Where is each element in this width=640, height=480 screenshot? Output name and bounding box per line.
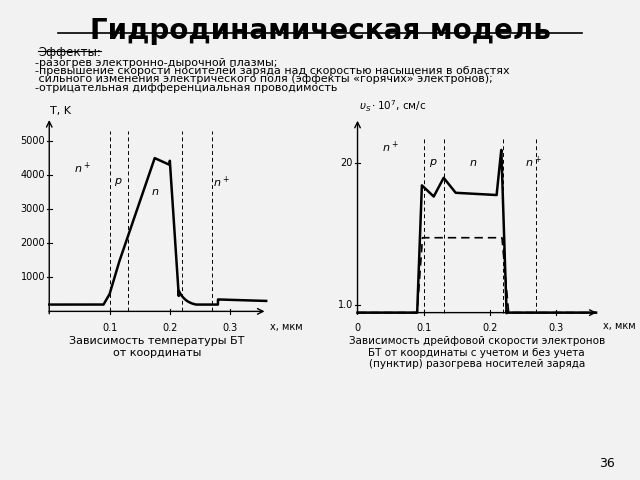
Text: 0: 0 <box>355 323 360 333</box>
Text: -отрицательная дифференциальная проводимость: -отрицательная дифференциальная проводим… <box>35 83 337 93</box>
Text: 5000: 5000 <box>20 136 45 146</box>
Text: -превышение скорости носителей заряда над скоростью насыщения в областях: -превышение скорости носителей заряда на… <box>35 66 510 76</box>
Text: сильного изменения электрического поля (эффекты «горячих» электронов);: сильного изменения электрического поля (… <box>35 74 493 84</box>
Text: 20: 20 <box>340 158 353 168</box>
Text: $\upsilon_S \cdot 10^7$, см/с: $\upsilon_S \cdot 10^7$, см/с <box>359 98 426 114</box>
Text: 0.2: 0.2 <box>483 323 498 333</box>
Text: Эффекты:: Эффекты: <box>38 46 101 59</box>
Text: $\mathit{n}^+$: $\mathit{n}^+$ <box>74 161 91 176</box>
Text: x, мкм: x, мкм <box>603 321 636 331</box>
Text: $\mathit{p}$: $\mathit{p}$ <box>115 176 123 188</box>
Text: -разогрев электронно-дырочной плазмы;: -разогрев электронно-дырочной плазмы; <box>35 58 278 68</box>
Text: 0.2: 0.2 <box>162 324 177 333</box>
Text: 1.0: 1.0 <box>338 300 353 310</box>
Text: Зависимость дрейфовой скорости электронов
БТ от координаты с учетом и без учета
: Зависимость дрейфовой скорости электроно… <box>349 336 605 369</box>
Text: 4000: 4000 <box>20 170 45 180</box>
Text: 3000: 3000 <box>20 204 45 214</box>
Text: 2000: 2000 <box>20 238 45 248</box>
Text: $\mathit{n}^+$: $\mathit{n}^+$ <box>382 140 399 156</box>
Text: 0.1: 0.1 <box>102 324 117 333</box>
Text: 0.3: 0.3 <box>222 324 237 333</box>
Text: T, K: T, K <box>51 106 72 116</box>
Text: $\mathit{n}^+$: $\mathit{n}^+$ <box>525 155 541 170</box>
Text: Зависимость температуры БТ
от координаты: Зависимость температуры БТ от координаты <box>69 336 244 358</box>
Text: $\mathit{p}$: $\mathit{p}$ <box>429 157 438 169</box>
Text: $\mathit{n}$: $\mathit{n}$ <box>469 158 477 168</box>
Text: Гидродинамическая модель: Гидродинамическая модель <box>90 17 550 45</box>
Text: 0.3: 0.3 <box>548 323 564 333</box>
Text: 36: 36 <box>598 457 614 470</box>
Text: $\mathit{n}^+$: $\mathit{n}^+$ <box>212 174 229 190</box>
Text: $\mathit{n}$: $\mathit{n}$ <box>150 187 159 197</box>
Text: 1000: 1000 <box>20 272 45 282</box>
Text: x, мкм: x, мкм <box>270 322 303 332</box>
Text: 0.1: 0.1 <box>416 323 431 333</box>
